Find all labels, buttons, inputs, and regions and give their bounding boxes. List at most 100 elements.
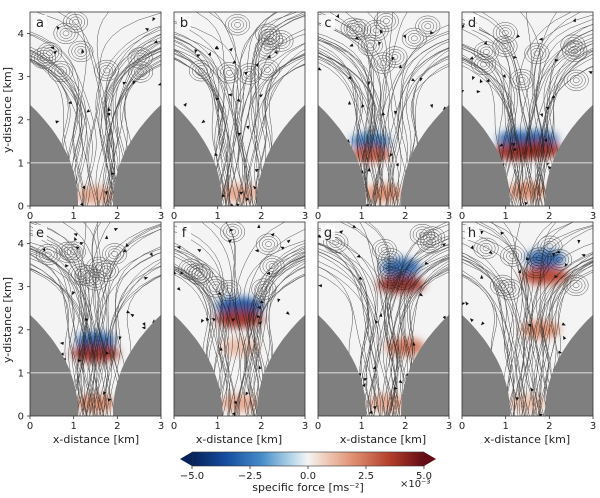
terrain-right — [545, 314, 593, 416]
x-tick-label: 0 — [315, 211, 321, 222]
y-axis-label-top: y-distance [km] — [1, 67, 14, 153]
x-tick-label: 2 — [546, 421, 552, 432]
y-tick-label: 4 — [18, 239, 24, 250]
panel-a: a — [29, 11, 162, 207]
terrain-right — [401, 104, 449, 206]
x-tick-label: 2 — [114, 211, 120, 222]
y-tick-label: 2 — [18, 115, 24, 126]
y-tick-label: 3 — [18, 72, 24, 83]
panel-frame — [317, 221, 450, 417]
x-tick-label: 3 — [158, 421, 164, 432]
x-tick-label: 3 — [446, 421, 452, 432]
x-tick-label: 0 — [459, 421, 465, 432]
terrain-left — [318, 314, 366, 416]
colorbar-label: specific force [ms⁻²] — [252, 481, 364, 494]
panel-frame — [461, 221, 594, 417]
x-tick-label: 1 — [502, 211, 508, 222]
panel-letter-bg — [321, 15, 335, 30]
panel-frame — [461, 11, 594, 207]
y-tick-label: 2 — [18, 325, 24, 336]
panel-letter-bg — [465, 15, 479, 30]
panel-letter-bg — [177, 225, 191, 240]
panel-letter-h: h — [468, 226, 476, 241]
terrain-left — [318, 104, 366, 206]
terrain-right — [401, 314, 449, 416]
x-tick-label: 0 — [459, 211, 465, 222]
x-tick-label: 1 — [214, 421, 220, 432]
panel-letter-f: f — [182, 226, 187, 241]
panel-frame — [29, 221, 162, 417]
y-tick-label: 1 — [18, 158, 24, 169]
x-tick-label: 1 — [502, 421, 508, 432]
terrain-right — [113, 314, 161, 416]
terrain-right — [113, 104, 161, 206]
colorbar-exponent: ×10⁻³ — [400, 479, 430, 490]
x-tick-label: 2 — [258, 421, 264, 432]
x-tick-label: 3 — [446, 211, 452, 222]
force-feature-h-3 — [507, 394, 548, 413]
x-tick-label: 1 — [214, 211, 220, 222]
y-tick-label: 4 — [18, 29, 24, 40]
force-feature-g-2 — [385, 338, 425, 357]
x-axis-label-2: x-distance [km] — [196, 433, 282, 446]
terrain-right — [257, 314, 305, 416]
colorbar-extend-low — [180, 452, 192, 466]
x-tick-label: 2 — [114, 421, 120, 432]
colorbar-tick-label: −5.0 — [180, 471, 204, 482]
panel-frame — [317, 11, 450, 207]
x-tick-label: 3 — [302, 421, 308, 432]
force-feature-f-0 — [215, 297, 264, 316]
x-axis-label-3: x-distance [km] — [340, 433, 426, 446]
panel-d: d — [461, 11, 594, 207]
panel-letter-b: b — [180, 16, 188, 31]
x-tick-label: 0 — [171, 421, 177, 432]
colorbar-tick-label: 2.5 — [358, 471, 374, 482]
x-tick-label: 0 — [315, 421, 321, 432]
panel-letter-e: e — [36, 226, 44, 241]
panel-letter-d: d — [468, 16, 476, 31]
panel-frame — [173, 11, 306, 207]
x-axis-label-1: x-distance [km] — [53, 433, 139, 446]
colorbar: −5.0 −2.5 0.0 2.5 5.0 — [180, 451, 436, 482]
x-tick-label: 0 — [27, 421, 33, 432]
x-tick-label: 1 — [70, 421, 76, 432]
panel-frame — [173, 221, 306, 417]
panel-letter-bg — [321, 225, 335, 240]
terrain-left — [30, 104, 78, 206]
x-tick-label: 3 — [590, 421, 596, 432]
panel-letter-bg — [465, 225, 479, 240]
panel-f: f — [173, 221, 306, 417]
y-axis-label-bottom: y-distance [km] — [1, 277, 14, 363]
terrain-left — [30, 314, 78, 416]
terrain-right — [257, 104, 305, 206]
terrain-left — [462, 104, 510, 206]
x-tick-label: 2 — [402, 421, 408, 432]
x-tick-label: 0 — [27, 211, 33, 222]
y-tick-label: 1 — [18, 368, 24, 379]
y-tick-label: 3 — [18, 282, 24, 293]
panel-e: e — [29, 221, 162, 417]
x-tick-label: 3 — [158, 211, 164, 222]
x-tick-label: 2 — [546, 211, 552, 222]
y-tick-label: 0 — [18, 412, 24, 423]
terrain-left — [174, 104, 222, 206]
panel-letter-bg — [177, 15, 191, 30]
colorbar-tick-label: 5.0 — [416, 471, 432, 482]
colorbar-gradient — [191, 451, 425, 467]
terrain-left — [174, 314, 222, 416]
x-tick-label: 0 — [171, 211, 177, 222]
panel-letter-a: a — [36, 16, 44, 31]
panel-b: b — [173, 11, 306, 207]
x-tick-label: 2 — [402, 211, 408, 222]
panel-g: g — [317, 221, 450, 417]
terrain-left — [462, 314, 510, 416]
terrain-right — [545, 104, 593, 206]
colorbar-tick-label: −2.5 — [238, 471, 262, 482]
x-tick-label: 3 — [590, 211, 596, 222]
y-tick-label: 0 — [18, 202, 24, 213]
panel-letter-c: c — [324, 16, 331, 31]
colorbar-tick-label: 0.0 — [300, 471, 316, 482]
panel-letter-bg — [33, 15, 47, 30]
